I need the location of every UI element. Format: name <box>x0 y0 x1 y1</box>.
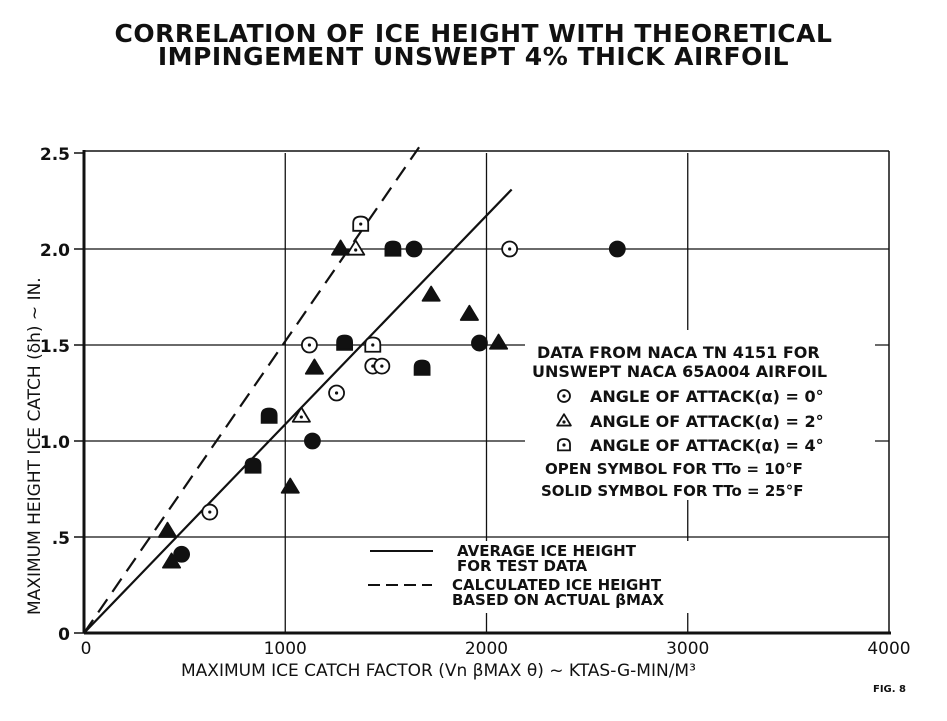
figure-label: FIG. 8 <box>873 684 906 695</box>
y-tick-label: .5 <box>52 529 70 549</box>
square-marker <box>413 359 431 376</box>
triangle-marker <box>346 239 366 256</box>
marker-center-dot <box>508 247 512 251</box>
y-tick-label: 1.5 <box>40 337 70 357</box>
marker-center-dot <box>562 394 566 398</box>
triangle-marker <box>331 239 351 256</box>
y-axis-label: MAXIMUM HEIGHT ICE CATCH (δh) ~ IN. <box>25 277 45 615</box>
triangle-marker <box>489 333 509 350</box>
legend-entry-label: ANGLE OF ATTACK(α) = 0° <box>590 387 824 406</box>
marker-center-dot <box>371 343 375 347</box>
marker-center-dot <box>208 510 212 514</box>
y-tick-label: 2.0 <box>40 241 70 261</box>
marker-center-dot <box>359 222 363 226</box>
circle-marker <box>471 334 488 352</box>
marker-center-dot <box>562 443 566 447</box>
circle-marker <box>304 432 321 450</box>
triangle-marker <box>556 413 572 427</box>
marker-center-dot <box>380 364 384 368</box>
axis-labels: MAXIMUM ICE CATCH FACTOR (Vn βMAX θ) ~ K… <box>25 277 906 695</box>
line-legend-background <box>360 541 780 613</box>
marker-center-dot <box>299 415 303 419</box>
triangle-marker <box>280 477 300 494</box>
legend-background <box>525 330 875 500</box>
legend-entry-label: ANGLE OF ATTACK(α) = 4° <box>590 436 824 455</box>
legend-entry-label: ANGLE OF ATTACK(α) = 2° <box>590 412 824 431</box>
square-marker <box>244 457 262 474</box>
square-marker <box>260 407 278 424</box>
triangle-marker <box>157 521 178 538</box>
x-tick-label: 1000 <box>264 639 307 659</box>
square-marker <box>384 240 402 257</box>
triangle-marker <box>421 285 441 302</box>
trend-lines <box>83 146 513 634</box>
axis-ticks: 0 .5 1.0 1.5 2.0 2.5 0 1000 2000 3000 4000 <box>40 145 911 659</box>
average-ice-height-line <box>83 188 513 634</box>
legend-note: SOLID SYMBOL FOR TTo = 25°F <box>541 482 803 500</box>
chart-title-line-2: IMPINGEMENT UNSWEPT 4% THICK AIRFOIL <box>157 42 790 71</box>
circle-marker <box>608 240 626 258</box>
y-tick-label: 0 <box>58 625 70 645</box>
plot-frame <box>82 150 891 635</box>
y-tick-label: 2.5 <box>40 145 70 165</box>
legend-title: UNSWEPT NACA 65A004 AIRFOIL <box>532 362 827 381</box>
x-axis-label: MAXIMUM ICE CATCH FACTOR (Vn βMAX θ) ~ K… <box>181 661 696 681</box>
marker-center-dot <box>354 248 358 252</box>
triangle-marker <box>459 304 479 321</box>
x-tick-label: 3000 <box>666 639 709 659</box>
circle-marker <box>405 240 423 258</box>
chart-title-line-1: CORRELATION OF ICE HEIGHT WITH THEORETIC… <box>114 19 833 48</box>
data-points <box>157 215 626 569</box>
x-tick-label: 0 <box>81 639 92 659</box>
marker-center-dot <box>334 391 339 395</box>
x-tick-label: 2000 <box>465 639 508 659</box>
circle-marker <box>173 545 191 563</box>
line-legend-label: BASED ON ACTUAL βMAX <box>452 591 665 609</box>
legend-title: DATA FROM NACA TN 4151 FOR <box>537 343 820 362</box>
y-tick-label: 1.0 <box>40 433 70 453</box>
marker-center-dot <box>562 420 566 424</box>
triangle-marker <box>162 552 182 569</box>
x-tick-label: 4000 <box>867 639 910 659</box>
line-legend-label: FOR TEST DATA <box>457 557 587 575</box>
square-marker <box>336 334 354 351</box>
line-legend-label: AVERAGE ICE HEIGHT <box>457 542 637 560</box>
line-legend-label: CALCULATED ICE HEIGHT <box>452 576 662 594</box>
triangle-marker <box>304 358 324 375</box>
grid-lines <box>84 153 889 633</box>
legend-note: OPEN SYMBOL FOR TTo = 10°F <box>545 460 803 478</box>
marker-center-dot <box>307 343 311 347</box>
triangle-marker <box>291 406 311 423</box>
